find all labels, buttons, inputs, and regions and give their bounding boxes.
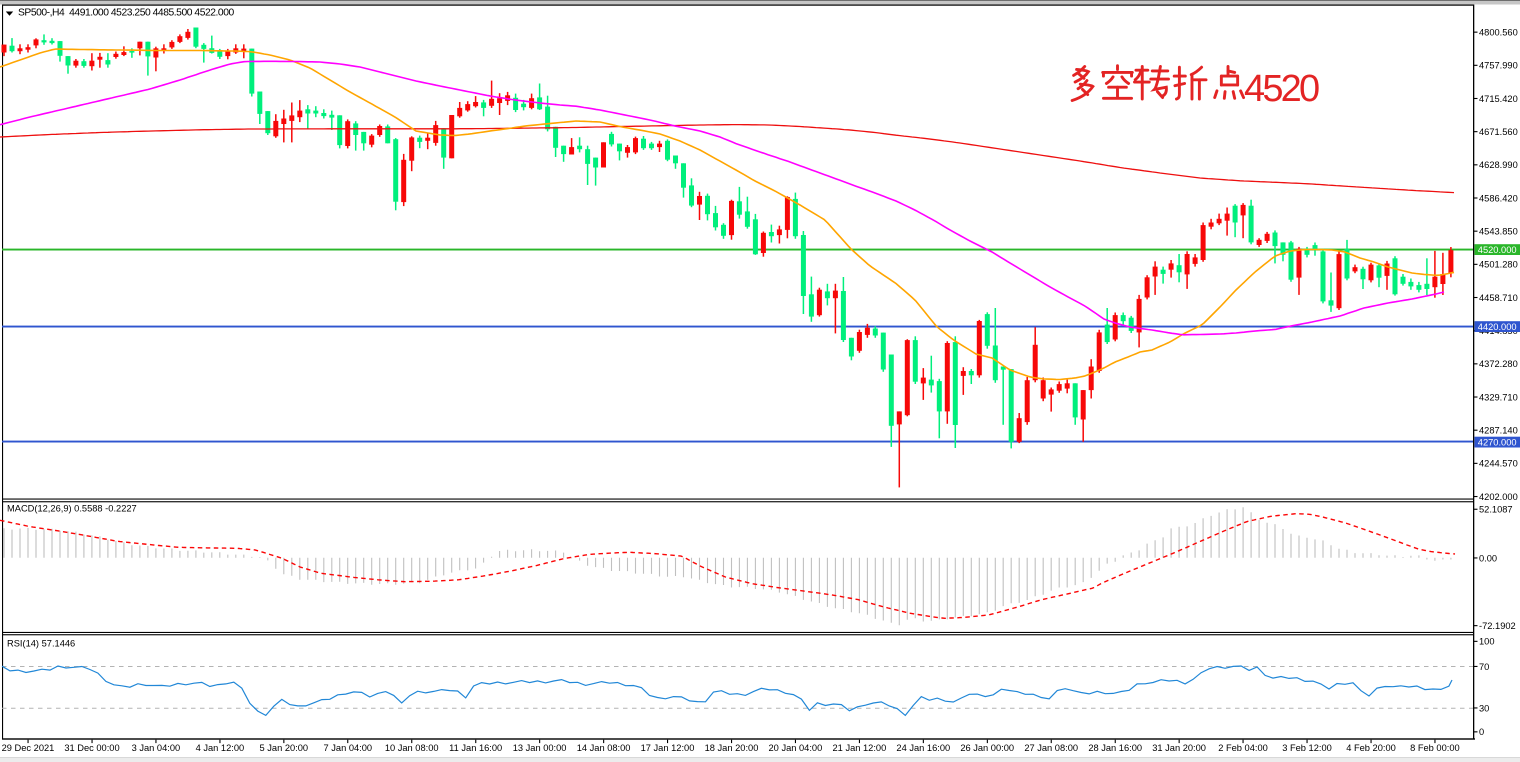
- svg-text:4586.420: 4586.420: [1479, 193, 1518, 203]
- svg-text:4458.710: 4458.710: [1479, 293, 1518, 303]
- svg-text:0.00: 0.00: [1479, 553, 1497, 563]
- svg-text:21 Jan 12:00: 21 Jan 12:00: [833, 743, 887, 753]
- svg-text:28 Jan 16:00: 28 Jan 16:00: [1088, 743, 1142, 753]
- svg-text:4671.560: 4671.560: [1479, 127, 1518, 137]
- svg-text:MACD(12,26,9) 0.5588 -0.2227: MACD(12,26,9) 0.5588 -0.2227: [7, 504, 137, 514]
- svg-text:4715.420: 4715.420: [1479, 94, 1518, 104]
- svg-text:30: 30: [1479, 703, 1489, 713]
- svg-text:52.1087: 52.1087: [1479, 505, 1513, 515]
- svg-text:4244.570: 4244.570: [1479, 459, 1518, 469]
- svg-text:20 Jan 04:00: 20 Jan 04:00: [769, 743, 823, 753]
- svg-text:0: 0: [1479, 727, 1484, 737]
- svg-text:100: 100: [1479, 637, 1495, 647]
- svg-text:14 Jan 08:00: 14 Jan 08:00: [577, 743, 631, 753]
- svg-text:31 Dec 00:00: 31 Dec 00:00: [64, 743, 119, 753]
- svg-text:2 Feb 04:00: 2 Feb 04:00: [1218, 743, 1268, 753]
- svg-text:17 Jan 12:00: 17 Jan 12:00: [641, 743, 695, 753]
- svg-text:4800.560: 4800.560: [1479, 28, 1518, 38]
- svg-text:5 Jan 20:00: 5 Jan 20:00: [260, 743, 309, 753]
- svg-text:10 Jan 08:00: 10 Jan 08:00: [385, 743, 439, 753]
- svg-text:29 Dec 2021: 29 Dec 2021: [2, 743, 55, 753]
- svg-text:31 Jan 20:00: 31 Jan 20:00: [1152, 743, 1206, 753]
- svg-text:-72.1902: -72.1902: [1479, 621, 1516, 631]
- svg-text:4420.000: 4420.000: [1478, 322, 1517, 332]
- svg-text:8 Feb 00:00: 8 Feb 00:00: [1410, 743, 1460, 753]
- svg-text:3 Jan 04:00: 3 Jan 04:00: [132, 743, 181, 753]
- svg-text:4202.000: 4202.000: [1479, 492, 1518, 502]
- svg-text:4628.990: 4628.990: [1479, 160, 1518, 170]
- svg-text:4329.710: 4329.710: [1479, 392, 1518, 402]
- svg-text:SP500-,H4 4491.000 4523.250 4: SP500-,H4 4491.000 4523.250 4485.500 452…: [18, 7, 234, 18]
- svg-text:7 Jan 04:00: 7 Jan 04:00: [324, 743, 373, 753]
- svg-text:4270.000: 4270.000: [1478, 437, 1517, 447]
- svg-text:3 Feb 12:00: 3 Feb 12:00: [1282, 743, 1332, 753]
- svg-text:13 Jan 00:00: 13 Jan 00:00: [513, 743, 567, 753]
- svg-text:26 Jan 00:00: 26 Jan 00:00: [960, 743, 1014, 753]
- svg-text:70: 70: [1479, 662, 1489, 672]
- svg-text:4372.280: 4372.280: [1479, 359, 1518, 369]
- svg-text:4543.850: 4543.850: [1479, 227, 1518, 237]
- svg-text:27 Jan 08:00: 27 Jan 08:00: [1024, 743, 1078, 753]
- svg-text:18 Jan 20:00: 18 Jan 20:00: [705, 743, 759, 753]
- svg-text:11 Jan 16:00: 11 Jan 16:00: [449, 743, 502, 753]
- svg-text:4501.280: 4501.280: [1479, 260, 1518, 270]
- svg-text:4 Jan 12:00: 4 Jan 12:00: [196, 743, 245, 753]
- svg-text:24 Jan 16:00: 24 Jan 16:00: [896, 743, 950, 753]
- svg-text:4287.140: 4287.140: [1479, 426, 1518, 436]
- svg-text:4 Feb 20:00: 4 Feb 20:00: [1346, 743, 1396, 753]
- svg-text:4520: 4520: [1244, 68, 1319, 110]
- svg-text:4757.990: 4757.990: [1479, 61, 1518, 71]
- svg-text:4520.000: 4520.000: [1478, 245, 1517, 255]
- svg-text:RSI(14) 57.1446: RSI(14) 57.1446: [7, 639, 75, 649]
